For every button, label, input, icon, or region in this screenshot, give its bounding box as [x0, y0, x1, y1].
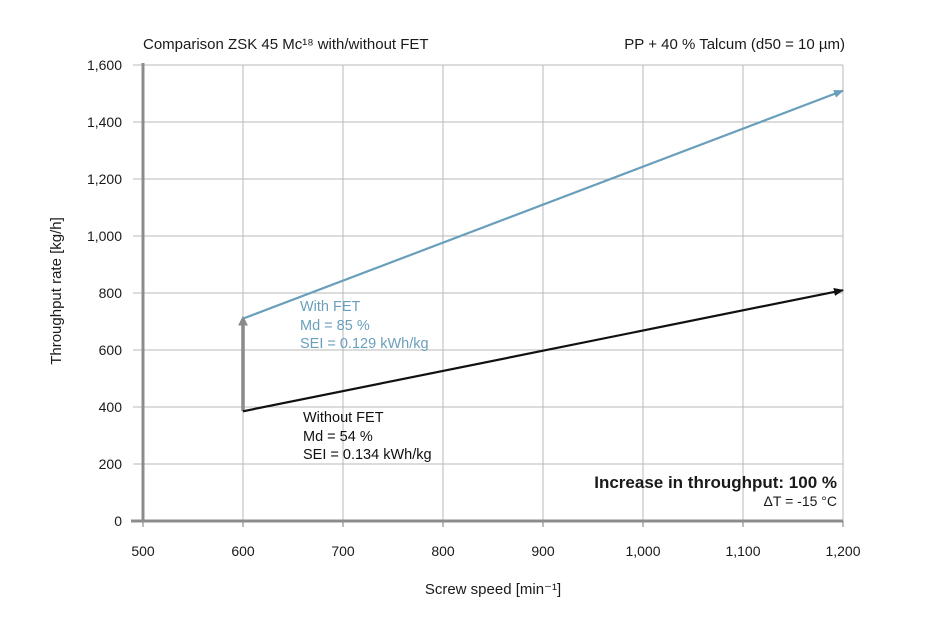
- with-fet-label: With FET: [300, 299, 361, 315]
- x-tick-label: 1,100: [725, 543, 760, 559]
- chart-title: Comparison ZSK 45 Mc¹⁸ with/without FET: [143, 36, 429, 53]
- x-tick-label: 1,200: [825, 543, 860, 559]
- annotation-without-fet: Without FET Md = 54 % SEI = 0.134 kWh/kg: [303, 410, 432, 463]
- series-line-without-fet: [242, 288, 844, 413]
- y-tick-label: 400: [99, 399, 123, 415]
- y-tick-label: 600: [99, 342, 123, 358]
- chart-subtitle: PP + 40 % Talcum (d50 = 10 µm): [624, 36, 845, 53]
- y-tick-label: 200: [99, 456, 123, 472]
- y-tick-label: 1,000: [87, 228, 122, 244]
- x-tick-label: 800: [431, 543, 455, 559]
- x-tick-label: 1,000: [625, 543, 660, 559]
- y-tick-labels: 0 200 400 600 800 1,000 1,200 1,400 1,600: [87, 57, 122, 529]
- without-fet-sei: SEI = 0.134 kWh/kg: [303, 447, 432, 463]
- y-axis-title: Throughput rate [kg/h]: [48, 217, 65, 365]
- series-lines: [238, 89, 844, 413]
- without-fet-md: Md = 54 %: [303, 429, 373, 445]
- grid: [133, 64, 844, 521]
- y-tick-label: 800: [99, 285, 123, 301]
- y-tick-label: 0: [114, 513, 122, 529]
- y-tick-label: 1,400: [87, 114, 122, 130]
- increase-throughput-label: Increase in throughput: 100 %: [594, 473, 837, 492]
- series-line-with-fet: [242, 89, 844, 320]
- y-tick-label: 1,200: [87, 171, 122, 187]
- with-fet-md: Md = 85 %: [300, 318, 370, 334]
- axes: [131, 63, 844, 527]
- with-fet-sei: SEI = 0.129 kWh/kg: [300, 336, 429, 352]
- x-axis-title: Screw speed [min⁻¹]: [425, 581, 561, 598]
- y-tick-label: 1,600: [87, 57, 122, 73]
- x-tick-labels: 500 600 700 800 900 1,000 1,100 1,200: [131, 543, 860, 559]
- x-tick-label: 600: [231, 543, 255, 559]
- annotation-with-fet: With FET Md = 85 % SEI = 0.129 kWh/kg: [300, 299, 429, 352]
- x-tick-label: 500: [131, 543, 155, 559]
- without-fet-label: Without FET: [303, 410, 384, 426]
- x-tick-label: 900: [531, 543, 555, 559]
- delta-t-label: ΔT = -15 °C: [764, 493, 837, 509]
- x-tick-label: 700: [331, 543, 355, 559]
